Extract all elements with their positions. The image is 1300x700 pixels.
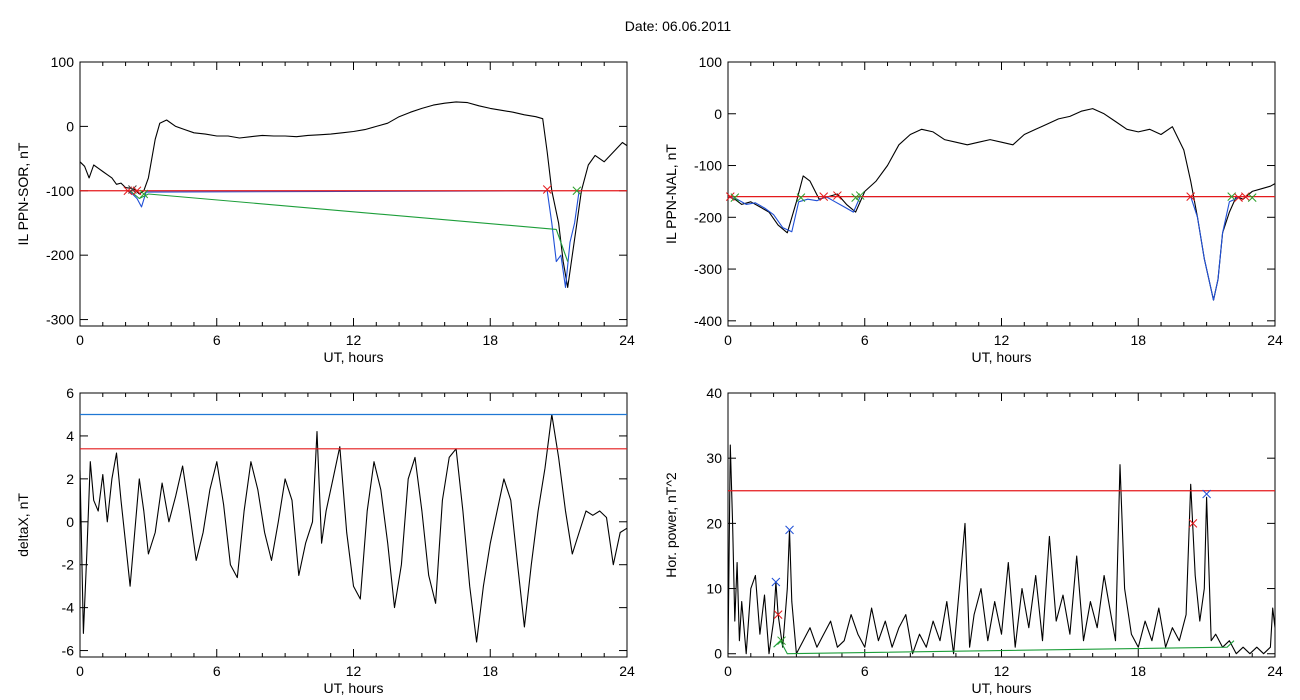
cross-marker — [542, 185, 552, 194]
cross-marker — [572, 186, 582, 196]
y-axis-label: IL PPN-SOR, nT — [15, 142, 31, 245]
y-tick-label: 100 — [51, 54, 75, 70]
figure-title: Date: 06.06.2011 — [624, 18, 732, 34]
cross-stroke — [132, 186, 142, 196]
x-tick-label: 24 — [619, 332, 635, 348]
x-tick-label: 12 — [346, 332, 362, 348]
series-line-1 — [127, 190, 580, 288]
y-tick-label: -100 — [46, 183, 74, 199]
cross-stroke — [572, 186, 582, 196]
y-tick-label: -200 — [46, 247, 74, 263]
cross-stroke — [139, 189, 149, 199]
cross-marker — [139, 189, 149, 199]
x-axis-label: UT, hours — [324, 349, 384, 365]
y-tick-label: 0 — [66, 118, 74, 134]
plot-frame — [79, 61, 628, 327]
cross-stroke — [128, 185, 137, 194]
x-tick-label: 18 — [482, 332, 498, 348]
y-tick-label: -300 — [46, 312, 74, 328]
cross-stroke — [542, 185, 552, 194]
x-tick-label: 0 — [76, 332, 84, 348]
x-tick-label: 6 — [213, 332, 221, 348]
cross-marker — [132, 186, 142, 196]
series-line-2 — [129, 190, 569, 262]
